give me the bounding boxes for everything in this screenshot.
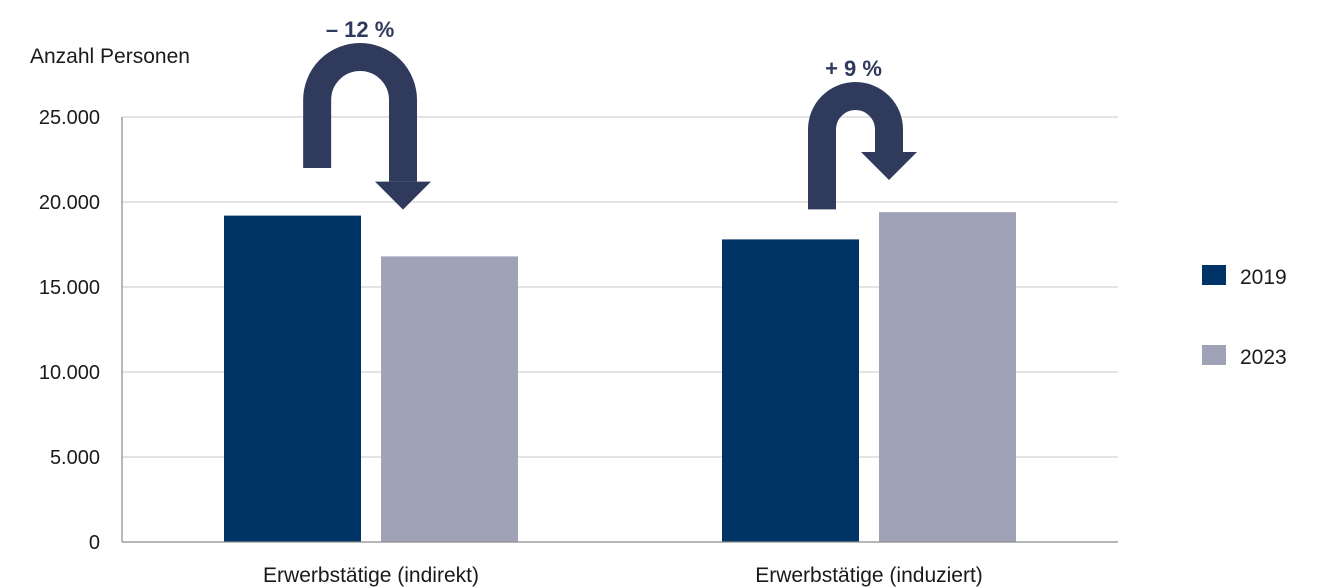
y-axis-title: Anzahl Personen — [30, 45, 190, 68]
category-label: Erwerbstätige (indirekt) — [263, 564, 479, 587]
category-label: Erwerbstätige (induziert) — [755, 564, 983, 587]
change-label: + 9 % — [825, 56, 882, 81]
y-tick-label: 10.000 — [39, 362, 100, 384]
bars — [224, 212, 1016, 542]
legend-label-2023: 2023 — [1240, 346, 1287, 369]
bar-2019-1 — [224, 215, 361, 542]
bar-2023-2 — [879, 212, 1016, 542]
category-labels: Erwerbstätige (indirekt) Erwerbstätige (i… — [263, 564, 983, 587]
bar-2023-1 — [381, 256, 518, 542]
change-arrow-body — [303, 43, 417, 182]
change-arrow-head — [861, 152, 917, 180]
legend-swatch-2019 — [1202, 265, 1226, 285]
y-tick-label: 0 — [89, 532, 100, 554]
legend-label-2019: 2019 — [1240, 266, 1287, 289]
change-label: – 12 % — [326, 17, 395, 42]
change-arrow-body — [808, 82, 903, 210]
bar-2019-2 — [722, 239, 859, 542]
y-tick-label: 20.000 — [39, 192, 100, 214]
change-arrow-head — [375, 181, 431, 210]
legend-swatch-2023 — [1202, 345, 1226, 365]
y-tick-label: 5.000 — [50, 447, 100, 469]
legend: 2019 2023 — [1202, 265, 1287, 369]
change-arrows: – 12 % + 9 % — [303, 17, 917, 210]
y-tick-label: 15.000 — [39, 277, 100, 299]
y-tick-labels: 0 5.000 10.000 15.000 20.000 25.000 — [39, 107, 100, 554]
y-tick-label: 25.000 — [39, 107, 100, 129]
